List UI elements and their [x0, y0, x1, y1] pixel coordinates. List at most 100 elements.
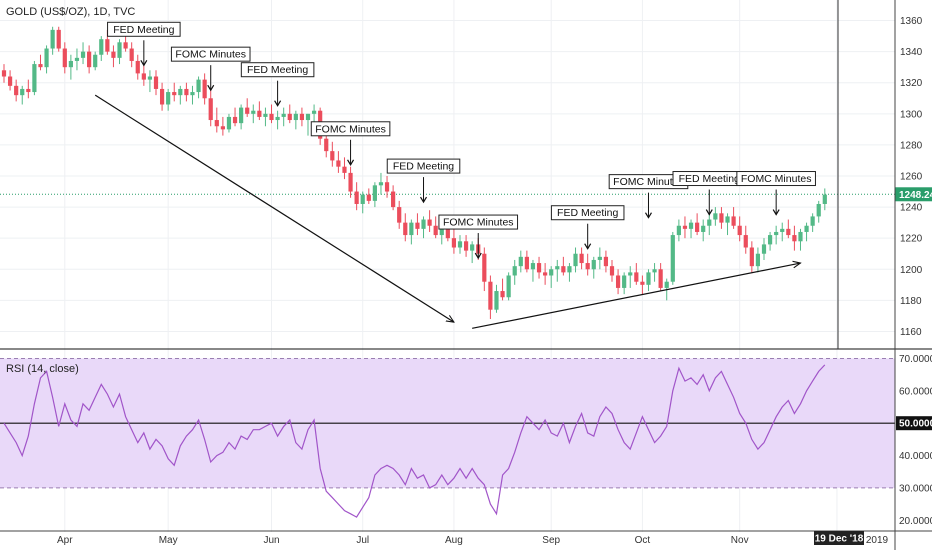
candle-body: [208, 98, 213, 121]
candle-body: [99, 39, 104, 55]
candle-body: [257, 110, 262, 117]
last-price-label-bg: [895, 187, 932, 202]
candle-body: [293, 113, 298, 121]
candle-body: [190, 92, 195, 96]
candle-body: [780, 228, 785, 232]
candle-body: [117, 42, 122, 58]
candle-body: [810, 216, 815, 226]
candle-body: [239, 107, 244, 124]
candle-body: [305, 113, 311, 121]
annotation-label: FOMC Minutes: [315, 123, 386, 135]
annotation-label: FOMC Minutes: [613, 176, 684, 188]
annotation-arrowhead: [584, 243, 592, 250]
candle-body: [640, 281, 645, 285]
candle-body: [172, 92, 177, 96]
annotation-label: FOMC Minutes: [443, 217, 514, 229]
candle-body: [403, 222, 408, 236]
candle-body: [761, 244, 767, 254]
rsi-tick-label: 60.0000: [899, 386, 932, 397]
annotation-box: [438, 214, 519, 230]
crosshair-date-label-bg: [814, 531, 864, 545]
candle-body: [153, 76, 159, 89]
chart-title: GOLD (US$/OZ), 1D, TVC: [6, 6, 135, 18]
candle-body: [439, 228, 444, 236]
annotation-box: [386, 158, 461, 174]
candle-body: [518, 256, 523, 267]
candle-body: [463, 241, 469, 251]
candle-body: [269, 113, 274, 121]
candle-body: [32, 64, 37, 93]
rsi-band: [0, 357, 895, 489]
candle-body: [421, 219, 426, 229]
candle-body: [494, 291, 499, 310]
candle-body: [536, 263, 542, 273]
candle-body: [299, 113, 305, 121]
candle-body: [324, 138, 329, 152]
last-price-label: 1248.24: [899, 190, 932, 201]
candle-body: [287, 113, 292, 121]
candle-body: [147, 76, 153, 80]
annotation-callout: FOMC Minutes: [310, 121, 391, 166]
crosshair-date-label: 19 Dec '18: [815, 534, 864, 545]
candle-body: [263, 113, 268, 117]
candle-body: [822, 194, 827, 204]
price-tick-label: 1280: [900, 140, 923, 151]
annotation-arrowhead: [140, 59, 148, 67]
annotation-callout: FOMC Minutes: [608, 174, 689, 219]
candle-body: [749, 247, 754, 267]
candle-body: [713, 213, 718, 220]
candle-body: [585, 263, 590, 270]
candle-body: [409, 222, 414, 236]
candle-body: [500, 291, 505, 298]
candle-body: [816, 203, 821, 217]
time-tick-label: Sep: [542, 535, 560, 546]
candle-body: [360, 194, 365, 204]
candle-body: [743, 235, 748, 248]
annotation-label: FED Meeting: [557, 207, 618, 219]
candle-body: [457, 241, 463, 248]
candle-body: [524, 256, 529, 270]
annotation-arrowhead: [347, 159, 355, 166]
candle-body: [707, 219, 712, 226]
rsi-tick-label: 50.0000: [899, 419, 932, 430]
candle-body: [62, 48, 67, 68]
candle-body: [470, 244, 475, 251]
price-tick-label: 1160: [900, 327, 922, 338]
candle-body: [74, 57, 80, 61]
candle-body: [123, 42, 128, 49]
candle-body: [87, 51, 92, 68]
candle-body: [530, 263, 536, 270]
candle-body: [433, 225, 438, 236]
rsi-tick-label: 70.0000: [899, 354, 932, 365]
candle-body: [603, 256, 609, 267]
candle-body: [178, 88, 183, 96]
annotation-arrowhead: [207, 84, 215, 92]
annotation-box: [240, 62, 315, 78]
candle-body: [342, 166, 347, 173]
candle-body: [774, 231, 779, 236]
time-tick-label: May: [159, 535, 178, 546]
price-tick-label: 1260: [900, 172, 923, 183]
candle-body: [80, 51, 86, 58]
price-tick-label: 1180: [900, 296, 922, 307]
annotation-arrowhead: [474, 252, 482, 260]
trendline-arrow: [94, 94, 454, 322]
price-tick-label: 1360: [900, 16, 923, 27]
annotation-callout: FED Meeting: [107, 21, 181, 67]
candle-body: [196, 79, 201, 93]
candle-body: [555, 266, 560, 270]
rsi-midline-label-bg: [896, 416, 932, 431]
rsi-legend: RSI (14, close): [6, 363, 79, 375]
rsi-tick-label: 30.0000: [899, 483, 932, 494]
candle-body: [14, 85, 19, 96]
candle-body: [26, 88, 31, 93]
annotations: FED Meeting FOMC Minutes FED Meeting FOMC M…: [107, 21, 816, 260]
time-tick-label: Jul: [356, 535, 369, 546]
candle-body: [755, 253, 761, 267]
annotation-callout: FOMC Minutes: [438, 214, 519, 260]
candle-body: [1, 70, 7, 77]
candle-body: [731, 216, 736, 226]
candle-body: [68, 60, 73, 68]
